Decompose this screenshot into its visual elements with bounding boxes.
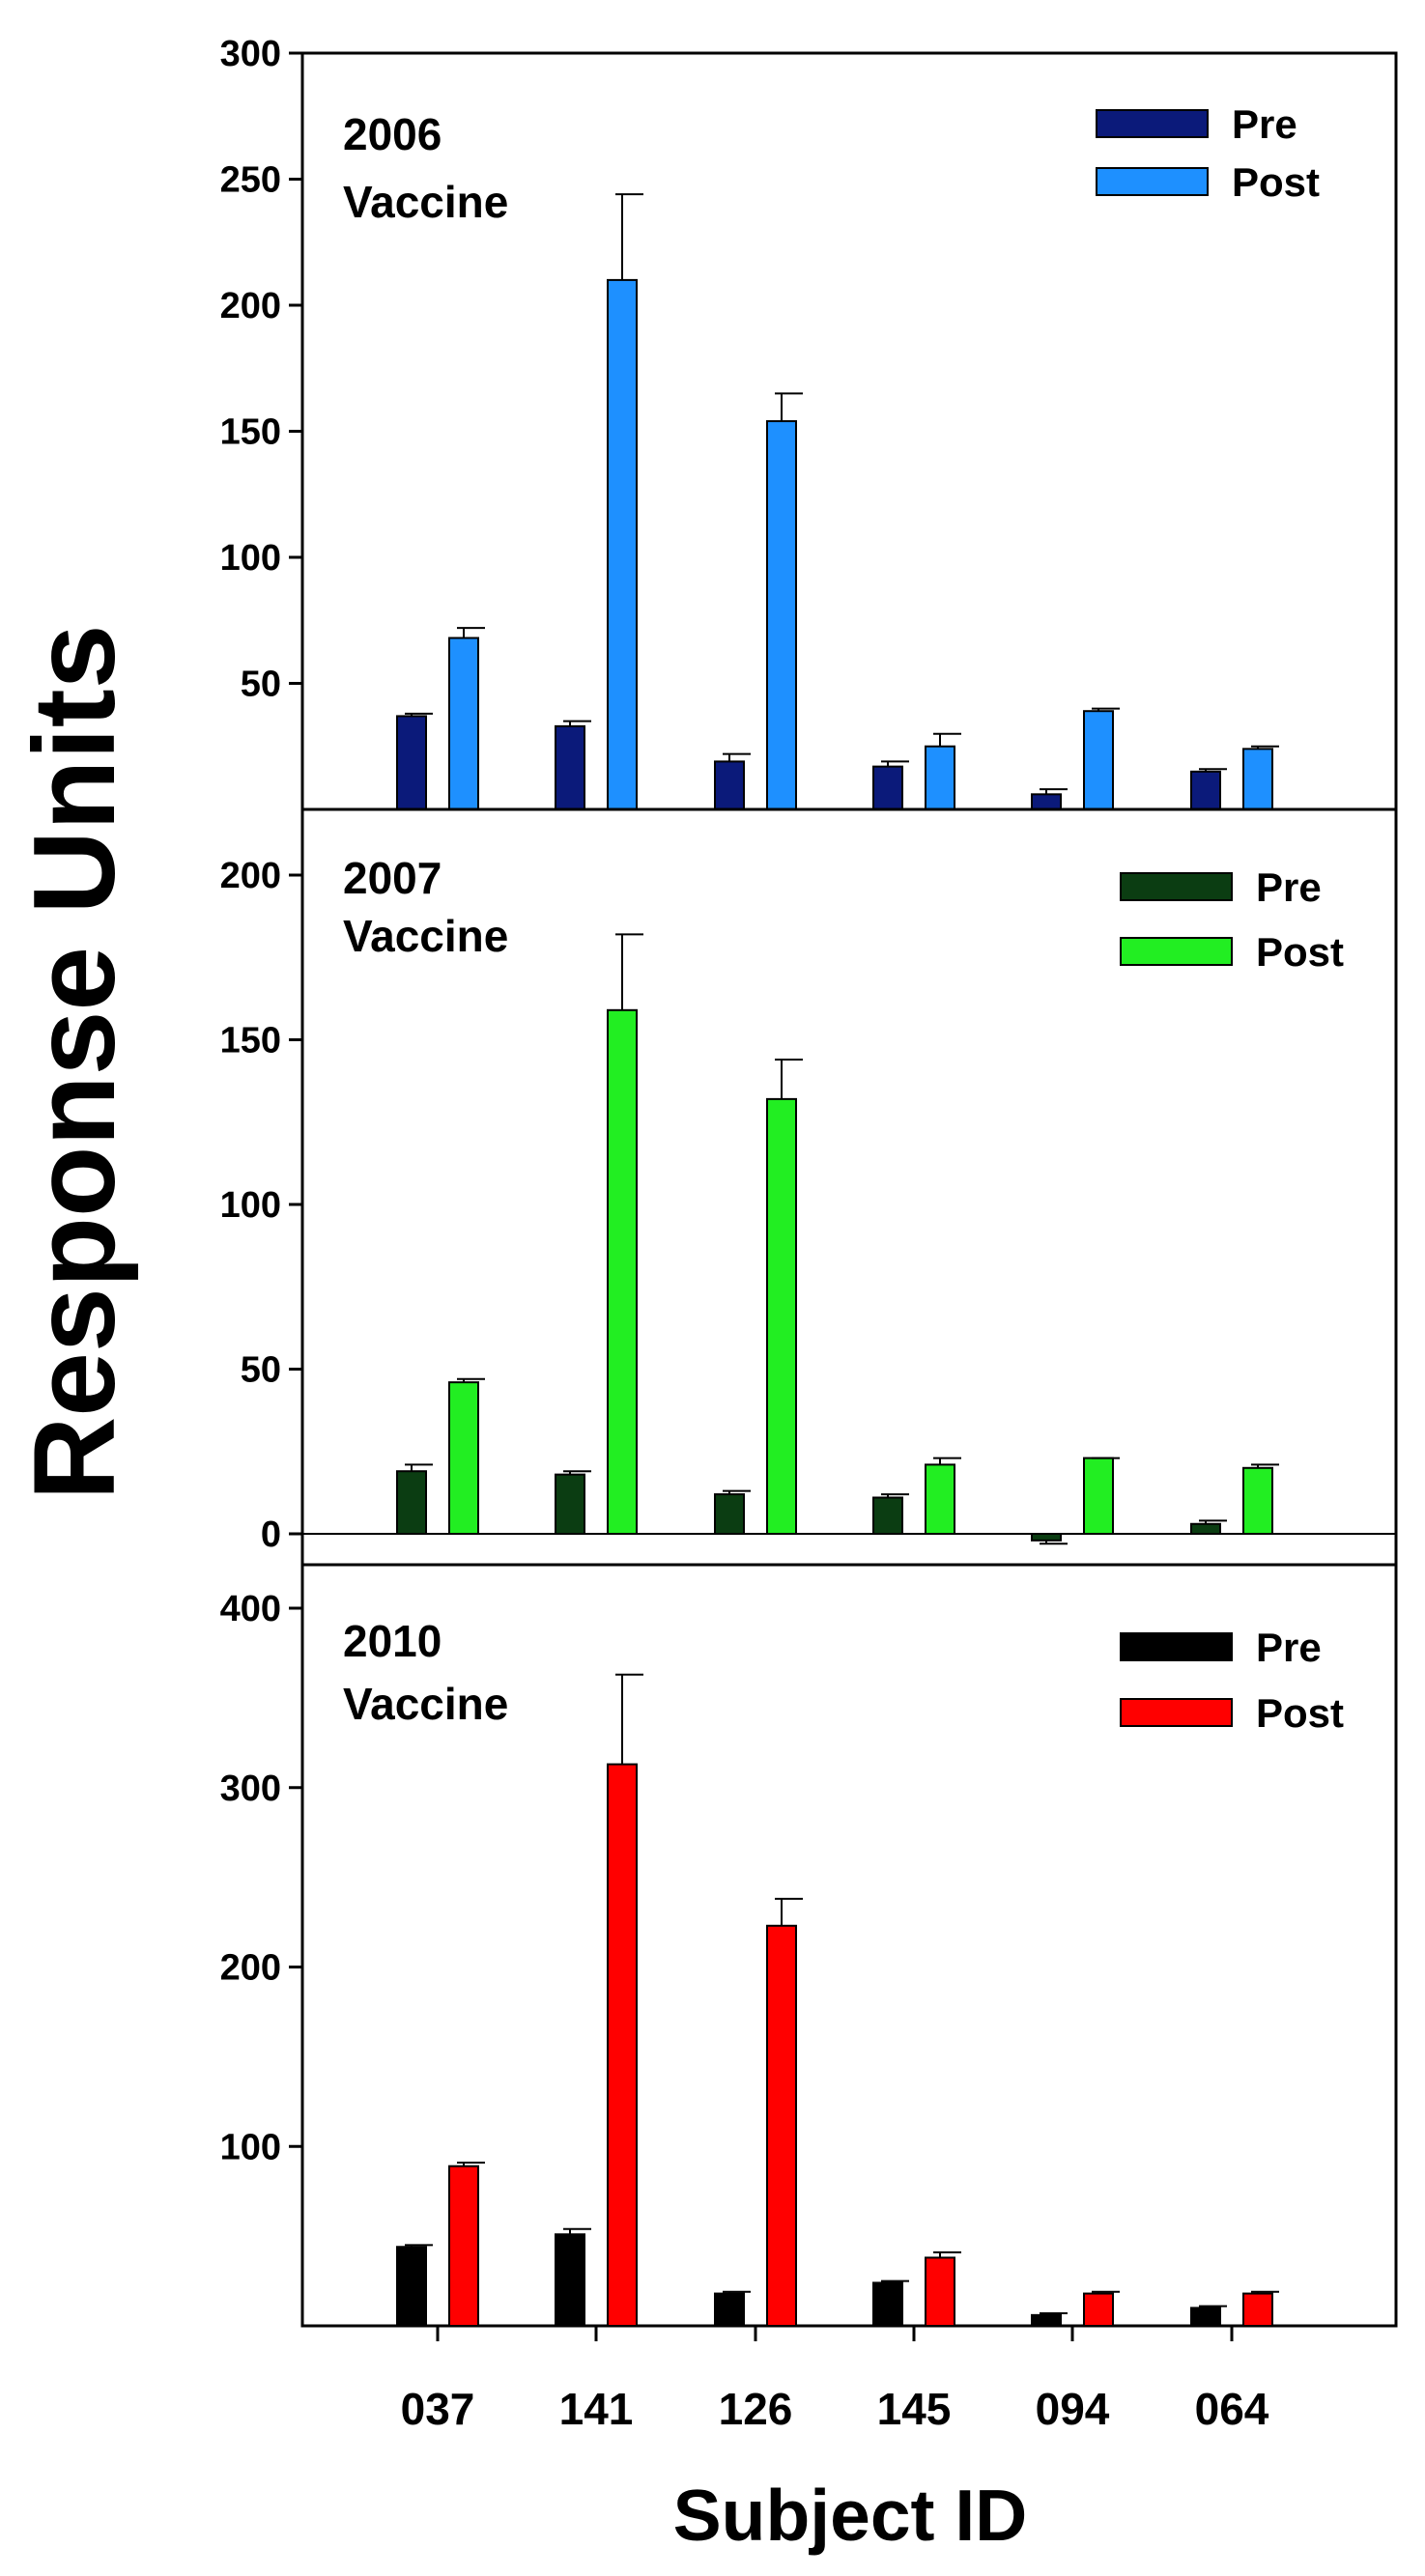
bar-post-064 bbox=[1242, 1466, 1273, 1536]
bar-post-064 bbox=[1242, 2292, 1273, 2327]
legend-pre-swatch bbox=[1120, 872, 1233, 901]
bar-pre-145 bbox=[872, 2281, 903, 2327]
chart-panel-3: 100 200 300 400 2010 Vaccine Pre Post bbox=[220, 1563, 1398, 2328]
bar-pre-141 bbox=[555, 724, 585, 810]
bar-pre-064 bbox=[1190, 2307, 1221, 2328]
x-tick-label: 126 bbox=[719, 2384, 793, 2434]
bar-pre-094 bbox=[1031, 2313, 1062, 2327]
legend-post-swatch bbox=[1120, 937, 1233, 966]
legend-pre-swatch bbox=[1096, 109, 1209, 138]
legend-pre-swatch bbox=[1120, 1632, 1233, 1661]
y-tick-label: 200 bbox=[220, 1948, 281, 1989]
x-tick-label: 145 bbox=[877, 2384, 952, 2434]
y-tick-label: 100 bbox=[220, 538, 281, 579]
legend-post-label: Post bbox=[1256, 1690, 1344, 1736]
panel-title-year: 2007 bbox=[343, 853, 442, 903]
panel-title-year: 2010 bbox=[343, 1616, 442, 1666]
bar-post-126 bbox=[766, 1097, 797, 1535]
y-tick-label: 200 bbox=[220, 856, 281, 896]
y-tick-label: 150 bbox=[220, 412, 281, 453]
legend-post-swatch bbox=[1096, 167, 1209, 196]
y-tick-label: 200 bbox=[220, 286, 281, 326]
bar-post-145 bbox=[925, 2256, 955, 2328]
x-tick-label: 064 bbox=[1195, 2384, 1269, 2434]
x-tick-label: 141 bbox=[559, 2384, 634, 2434]
bar-post-141 bbox=[607, 1008, 638, 1536]
panel-frame bbox=[300, 1563, 1398, 2328]
panel-title-vaccine: Vaccine bbox=[343, 177, 508, 227]
bar-post-037 bbox=[448, 2165, 479, 2328]
legend-post-swatch bbox=[1120, 1698, 1233, 1727]
bar-post-064 bbox=[1242, 748, 1273, 810]
bar-post-037 bbox=[448, 637, 479, 811]
bar-pre-037 bbox=[396, 715, 427, 810]
panel-background bbox=[302, 1565, 1396, 2326]
bar-post-145 bbox=[925, 745, 955, 810]
y-tick-label: 300 bbox=[220, 34, 281, 74]
y-tick-label: 50 bbox=[241, 1350, 281, 1391]
y-tick-label: 400 bbox=[220, 1589, 281, 1629]
bar-post-145 bbox=[925, 1463, 955, 1536]
panels: 50 100 150 200 250 300 2006 Vaccine Pre Post 0 50 10… bbox=[220, 34, 1398, 2434]
legend-pre-label: Pre bbox=[1232, 101, 1297, 147]
bar-pre-141 bbox=[555, 1473, 585, 1535]
bar-pre-126 bbox=[714, 760, 745, 810]
y-axis-label: Response Units bbox=[10, 625, 139, 1501]
bar-pre-094 bbox=[1031, 1533, 1062, 1542]
y-tick-label: 50 bbox=[241, 665, 281, 705]
bar-post-094 bbox=[1083, 710, 1114, 811]
bar-pre-037 bbox=[396, 2246, 427, 2328]
legend-pre-label: Pre bbox=[1256, 1625, 1322, 1670]
bar-pre-126 bbox=[714, 2292, 745, 2327]
bar-pre-094 bbox=[1031, 793, 1062, 811]
legend-pre-label: Pre bbox=[1256, 864, 1322, 910]
panel-title-vaccine: Vaccine bbox=[343, 911, 508, 961]
y-tick-label: 100 bbox=[220, 1185, 281, 1226]
panel-title-year: 2006 bbox=[343, 109, 442, 159]
legend-post-label: Post bbox=[1232, 159, 1320, 205]
x-axis-label: Subject ID bbox=[673, 2475, 1028, 2556]
bar-post-094 bbox=[1083, 2292, 1114, 2327]
y-tick-label: 250 bbox=[220, 160, 281, 201]
panel-title-vaccine: Vaccine bbox=[343, 1679, 508, 1729]
x-tick-label: 094 bbox=[1036, 2384, 1110, 2434]
y-tick-label: 0 bbox=[261, 1514, 281, 1555]
x-tick-label: 037 bbox=[401, 2384, 475, 2434]
y-tick-label: 300 bbox=[220, 1769, 281, 1809]
chart-panel-1: 50 100 150 200 250 300 2006 Vaccine Pre Post bbox=[220, 34, 1398, 811]
y-tick-label: 150 bbox=[220, 1021, 281, 1062]
bar-post-037 bbox=[448, 1381, 479, 1536]
bar-pre-037 bbox=[396, 1470, 427, 1535]
chart-panel-2: 0 50 100 150 200 2007 Vaccine Pre Post bbox=[220, 807, 1398, 1576]
bar-pre-064 bbox=[1190, 770, 1221, 810]
bar-pre-145 bbox=[872, 765, 903, 811]
bar-pre-141 bbox=[555, 2233, 585, 2328]
bar-post-126 bbox=[766, 420, 797, 810]
bar-pre-126 bbox=[714, 1493, 745, 1535]
bar-post-094 bbox=[1083, 1457, 1114, 1535]
bar-pre-145 bbox=[872, 1496, 903, 1535]
y-tick-label: 100 bbox=[220, 2127, 281, 2167]
legend-post-label: Post bbox=[1256, 929, 1344, 975]
bar-post-141 bbox=[607, 278, 638, 810]
bar-pre-064 bbox=[1190, 1522, 1221, 1536]
bar-post-141 bbox=[607, 1763, 638, 2328]
bar-post-126 bbox=[766, 1924, 797, 2327]
